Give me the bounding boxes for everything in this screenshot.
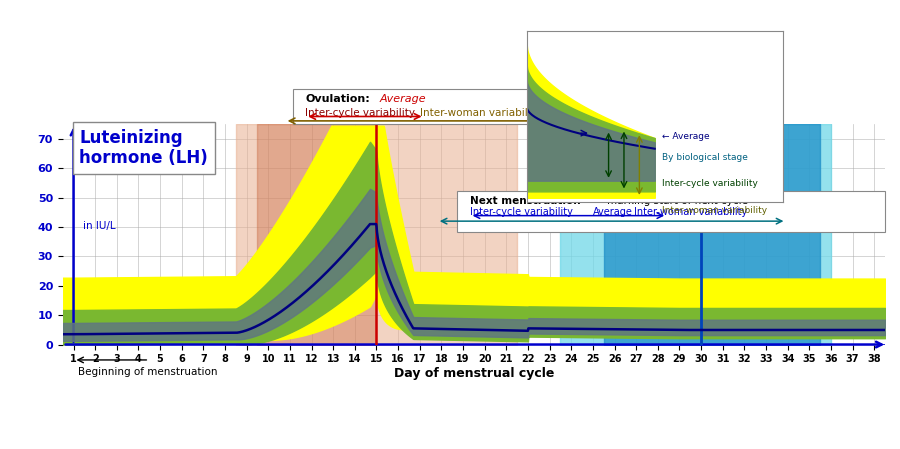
- Text: ← Average: ← Average: [662, 132, 710, 141]
- Text: Inter-woman variability: Inter-woman variability: [634, 207, 748, 217]
- Text: - marking start of next cycle: - marking start of next cycle: [599, 196, 748, 206]
- Text: Inter-woman variability: Inter-woman variability: [420, 108, 542, 118]
- Text: Inter-woman variability: Inter-woman variability: [662, 207, 768, 216]
- FancyBboxPatch shape: [457, 191, 885, 232]
- Text: By biological stage: By biological stage: [662, 153, 748, 162]
- Text: Average: Average: [379, 94, 426, 105]
- Text: in IU/L: in IU/L: [84, 221, 116, 231]
- Text: Inter-cycle variability: Inter-cycle variability: [662, 179, 759, 188]
- Text: Inter-cycle variability: Inter-cycle variability: [305, 108, 415, 118]
- Text: Inter-cycle variability: Inter-cycle variability: [470, 207, 572, 217]
- Text: Luteinizing
hormone (LH): Luteinizing hormone (LH): [79, 128, 208, 167]
- FancyBboxPatch shape: [293, 89, 606, 124]
- Text: Next menstruation: Next menstruation: [470, 196, 580, 206]
- X-axis label: Day of menstrual cycle: Day of menstrual cycle: [393, 367, 554, 380]
- Text: Beginning of menstruation: Beginning of menstruation: [78, 366, 218, 377]
- Text: Average: Average: [593, 207, 633, 217]
- Text: Ovulation:: Ovulation:: [305, 94, 370, 105]
